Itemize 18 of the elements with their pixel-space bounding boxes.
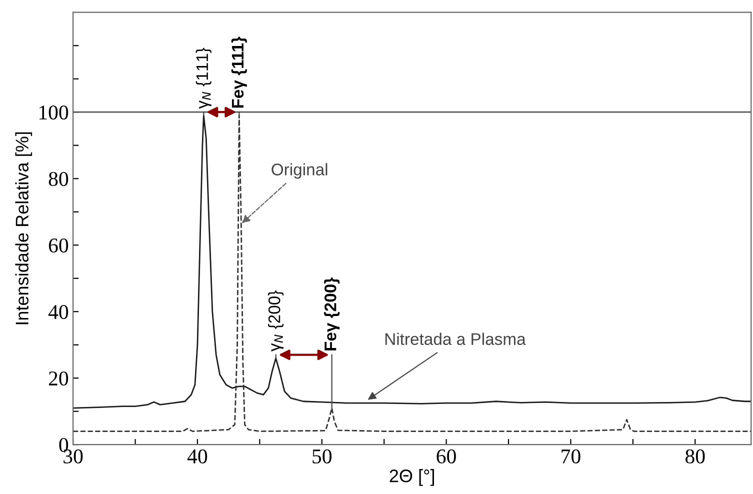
y-tick-label: 100 [39,105,68,120]
x-tick-label: 40 [187,449,208,464]
annotation: Original [272,163,328,179]
y-tick-label: 40 [48,304,68,320]
y-tick-label: 20 [48,371,68,386]
x-tick-label: 80 [686,449,705,464]
y-axis-title: Intensidade Relativa [%] [15,132,32,324]
x-tick-label: 50 [312,449,332,464]
x-axis-title: 2Θ [°] [390,469,434,486]
x-tick-label: 70 [562,449,580,464]
annotation: Nitretada a Plasma [385,332,526,346]
annotation: Feγ {111} [231,36,247,108]
annotation: γ$_{N}$ {200} [268,290,284,352]
annotation: Feγ {200} [324,278,340,350]
y-tick-label: 60 [48,238,68,253]
annotation: γ$_{N}$ {111} [196,48,212,109]
y-tick-label: 80 [48,172,68,186]
x-tick-label: 60 [436,449,456,464]
